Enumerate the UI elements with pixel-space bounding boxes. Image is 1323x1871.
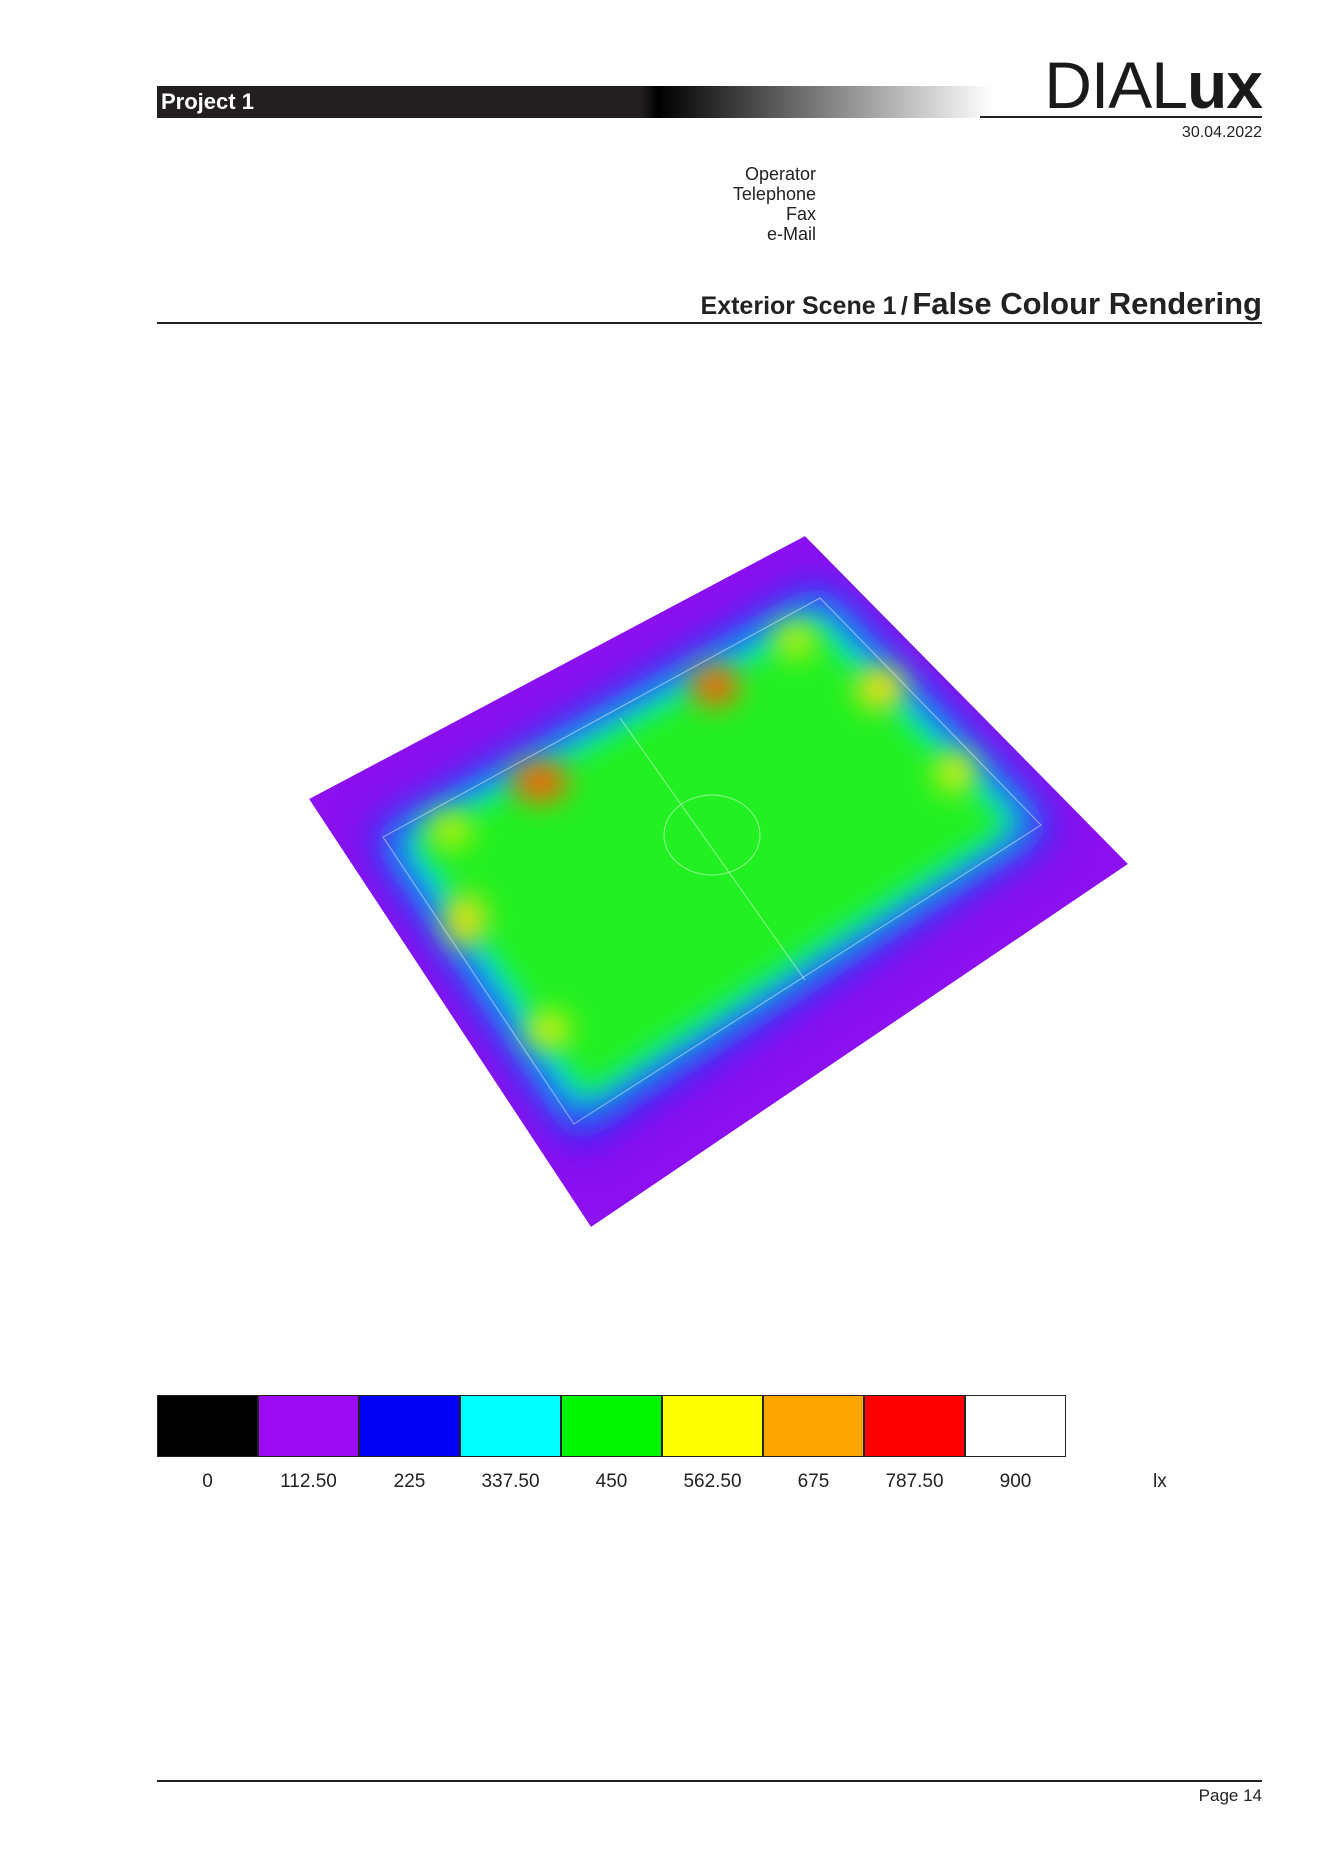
- legend-label: 787.50: [885, 1471, 944, 1492]
- legend-label: 225: [393, 1471, 426, 1492]
- legend-label: 0: [202, 1471, 213, 1492]
- legend-label: 112.50: [280, 1471, 337, 1492]
- legend-swatch: [864, 1395, 965, 1457]
- logo-bold: ux: [1186, 48, 1263, 122]
- contact-block: Operator Telephone Fax e-Mail: [733, 164, 816, 244]
- rule: [157, 322, 1262, 324]
- separator: /: [900, 292, 908, 320]
- section-title: Exterior Scene 1 / False Colour Renderin…: [701, 286, 1262, 322]
- page-number: Page 14: [1198, 1786, 1262, 1805]
- contact-label: Fax: [785, 204, 816, 224]
- logo-light: DIAL: [1044, 48, 1188, 122]
- logo-rule: [980, 116, 1262, 118]
- legend-label: 337.50: [481, 1471, 540, 1492]
- project-name: Project 1: [161, 89, 254, 114]
- rule: [157, 1780, 1262, 1782]
- legend-label: 562.50: [683, 1471, 742, 1492]
- logo: DIALux: [1044, 48, 1263, 122]
- legend-swatch: [460, 1395, 561, 1457]
- legend-swatch: [662, 1395, 763, 1457]
- contact-label: Telephone: [732, 184, 816, 204]
- false-colour-rendering: [309, 536, 1128, 1227]
- date: 30.04.2022: [1181, 124, 1262, 141]
- legend-swatch: [258, 1395, 359, 1457]
- view-name: False Colour Rendering: [912, 286, 1262, 321]
- legend-label: 675: [797, 1471, 830, 1492]
- legend-swatch: [561, 1395, 662, 1457]
- legend-swatch: [359, 1395, 460, 1457]
- legend-label: 450: [595, 1471, 628, 1492]
- scene-name: Exterior Scene 1: [700, 292, 897, 320]
- legend-unit: lx: [1153, 1471, 1167, 1492]
- legend-label: 900: [999, 1471, 1032, 1492]
- contact-label: e-Mail: [766, 224, 816, 244]
- legend-swatch: [965, 1395, 1066, 1457]
- legend-swatch: [763, 1395, 864, 1457]
- contact-label: Operator: [744, 164, 816, 184]
- header-bar: [157, 86, 992, 118]
- legend-swatch: [157, 1395, 258, 1457]
